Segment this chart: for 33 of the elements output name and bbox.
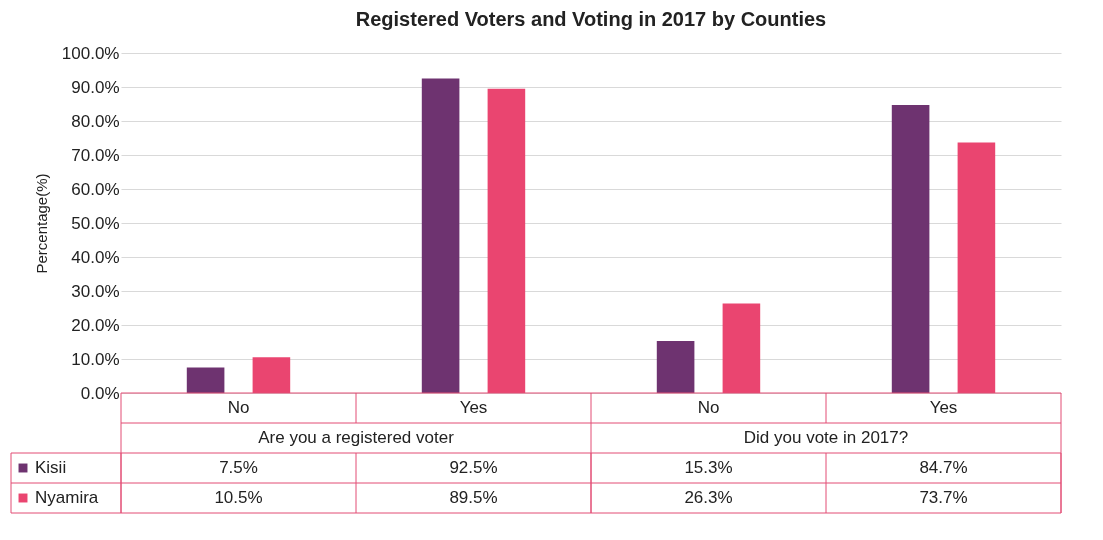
x-tick-label: Yes (929, 398, 958, 417)
chart-title: Registered Voters and Voting in 2017 by Counties (355, 8, 827, 30)
y-tick-label: 70.0% (71, 145, 120, 165)
legend-label: Nyamira (35, 488, 99, 507)
bar (891, 105, 930, 393)
y-tick-label: 30.0% (71, 281, 120, 301)
y-tick-label: 20.0% (71, 315, 120, 335)
y-tick-label: 100.0% (61, 43, 120, 63)
y-tick-label: 60.0% (71, 179, 120, 199)
text: Did you vote in 2017? (743, 428, 909, 447)
y-tick-label: 10.0% (71, 349, 120, 369)
data-label: 7.5% (219, 458, 258, 477)
y-tick-label: 80.0% (71, 111, 120, 131)
data-label: 89.5% (449, 488, 498, 507)
y-tick-label: 50.0% (71, 213, 120, 233)
bar (656, 340, 695, 393)
data-label: 73.7% (919, 488, 968, 507)
y-tick-label: 0.0% (80, 383, 120, 403)
data-label: 26.3% (684, 488, 733, 507)
x-tick-label: Yes (459, 398, 488, 417)
data-label: 84.7% (919, 458, 968, 477)
bar (421, 78, 460, 393)
bar (186, 367, 225, 393)
data-label: 10.5% (214, 488, 263, 507)
y-tick-label: 90.0% (71, 77, 120, 97)
legend-label: Kisii (35, 458, 67, 477)
y-axis-title: Percentage(%) (32, 173, 50, 274)
data-label: 92.5% (449, 458, 498, 477)
x-tick-label: No (697, 398, 720, 417)
x-tick-label: No (227, 398, 250, 417)
data-label: 15.3% (684, 458, 733, 477)
text: Are you a registered voter (258, 428, 455, 447)
y-tick-label: 40.0% (71, 247, 120, 267)
